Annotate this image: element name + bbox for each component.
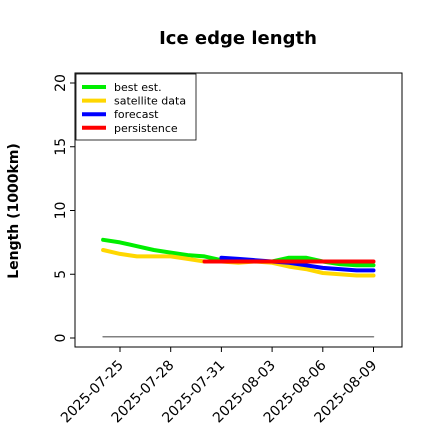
y-tick-label: 10 [53, 202, 69, 220]
chart-title: Ice edge length [159, 28, 317, 49]
y-tick-label: 20 [53, 74, 69, 92]
y-tick-label: 15 [53, 138, 69, 156]
series-lines [101, 237, 376, 338]
y-axis-label: Length (1000km) [6, 143, 22, 279]
y-axis: 0 5 10 15 20 [53, 74, 75, 342]
y-tick-label: 0 [53, 334, 69, 343]
legend: best est.satellite dataforecastpersisten… [75, 73, 197, 141]
legend-label: forecast [114, 108, 159, 121]
x-axis: 2025-07-252025-07-282025-07-312025-08-03… [58, 347, 380, 426]
legend-label: best est. [114, 81, 162, 94]
y-tick-label: 5 [53, 270, 69, 279]
legend-label: satellite data [114, 95, 186, 108]
legend-label: persistence [114, 122, 178, 135]
